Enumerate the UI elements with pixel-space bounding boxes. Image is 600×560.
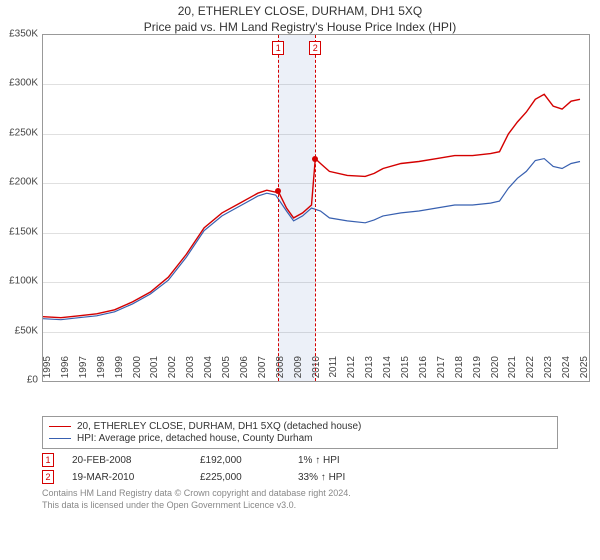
- x-axis-label: 1997: [78, 356, 89, 384]
- legend-box: 20, ETHERLEY CLOSE, DURHAM, DH1 5XQ (det…: [42, 416, 558, 449]
- y-axis-label: £50K: [2, 325, 38, 336]
- x-axis-label: 1999: [114, 356, 125, 384]
- x-axis-label: 2003: [185, 356, 196, 384]
- x-axis-label: 1998: [96, 356, 107, 384]
- x-axis-label: 2017: [436, 356, 447, 384]
- marker-label: 1: [272, 41, 284, 55]
- x-axis-label: 2006: [239, 356, 250, 384]
- x-axis-label: 2021: [507, 356, 518, 384]
- x-axis-label: 2019: [472, 356, 483, 384]
- chart-title-2: Price paid vs. HM Land Registry's House …: [0, 20, 600, 34]
- x-axis-label: 2024: [561, 356, 572, 384]
- x-axis-label: 2009: [293, 356, 304, 384]
- footer-line-2: This data is licensed under the Open Gov…: [42, 500, 558, 512]
- y-axis-label: £100K: [2, 276, 38, 287]
- legend-swatch: [49, 426, 71, 427]
- footer-attribution: Contains HM Land Registry data © Crown c…: [42, 488, 558, 511]
- footer-line-1: Contains HM Land Registry data © Crown c…: [42, 488, 558, 500]
- datapoint-price: £225,000: [200, 472, 280, 483]
- x-axis-label: 2001: [149, 356, 160, 384]
- x-axis-label: 2005: [221, 356, 232, 384]
- x-axis-label: 2002: [167, 356, 178, 384]
- x-axis-label: 2025: [579, 356, 590, 384]
- marker-vline: [315, 35, 316, 381]
- datapoints-table: 1 20-FEB-2008 £192,000 1% ↑ HPI 2 19-MAR-2010…: [42, 453, 558, 484]
- datapoint-marker: 2: [42, 470, 54, 484]
- legend-label: HPI: Average price, detached house, Coun…: [77, 433, 313, 444]
- datapoint-date: 20-FEB-2008: [72, 455, 182, 466]
- marker-vline: [278, 35, 279, 381]
- datapoint-row: 1 20-FEB-2008 £192,000 1% ↑ HPI: [42, 453, 558, 467]
- datapoint-marker: 1: [42, 453, 54, 467]
- x-axis-label: 2020: [490, 356, 501, 384]
- x-axis-label: 2013: [364, 356, 375, 384]
- plot-region: 12: [42, 34, 590, 382]
- x-axis-label: 2004: [203, 356, 214, 384]
- datapoint-row: 2 19-MAR-2010 £225,000 33% ↑ HPI: [42, 470, 558, 484]
- series-line: [43, 159, 580, 320]
- legend-item: 20, ETHERLEY CLOSE, DURHAM, DH1 5XQ (det…: [49, 421, 551, 432]
- legend-label: 20, ETHERLEY CLOSE, DURHAM, DH1 5XQ (det…: [77, 421, 361, 432]
- y-axis-label: £250K: [2, 127, 38, 138]
- x-axis-label: 2023: [543, 356, 554, 384]
- y-axis-label: £200K: [2, 177, 38, 188]
- x-axis-label: 2000: [132, 356, 143, 384]
- marker-point: [312, 156, 318, 162]
- x-axis-label: 2011: [328, 356, 339, 384]
- x-axis-label: 2012: [346, 356, 357, 384]
- legend-item: HPI: Average price, detached house, Coun…: [49, 433, 551, 444]
- y-axis-label: £0: [2, 375, 38, 386]
- datapoint-pct: 1% ↑ HPI: [298, 455, 378, 466]
- x-axis-label: 1995: [42, 356, 53, 384]
- series-line: [43, 94, 580, 317]
- y-axis-label: £150K: [2, 226, 38, 237]
- x-axis-label: 1996: [60, 356, 71, 384]
- legend-swatch: [49, 438, 71, 439]
- marker-label: 2: [309, 41, 321, 55]
- datapoint-price: £192,000: [200, 455, 280, 466]
- x-axis-label: 2007: [257, 356, 268, 384]
- datapoint-date: 19-MAR-2010: [72, 472, 182, 483]
- x-axis-label: 2008: [275, 356, 286, 384]
- x-axis-label: 2016: [418, 356, 429, 384]
- y-axis-label: £300K: [2, 78, 38, 89]
- chart-area: £0£50K£100K£150K£200K£250K£300K£350K 12 …: [0, 34, 600, 414]
- x-axis-label: 2015: [400, 356, 411, 384]
- x-axis-label: 2010: [311, 356, 322, 384]
- x-axis-label: 2014: [382, 356, 393, 384]
- x-axis-label: 2018: [454, 356, 465, 384]
- y-axis-label: £350K: [2, 29, 38, 40]
- marker-point: [275, 188, 281, 194]
- x-axis-label: 2022: [525, 356, 536, 384]
- chart-title-1: 20, ETHERLEY CLOSE, DURHAM, DH1 5XQ: [0, 4, 600, 18]
- datapoint-pct: 33% ↑ HPI: [298, 472, 378, 483]
